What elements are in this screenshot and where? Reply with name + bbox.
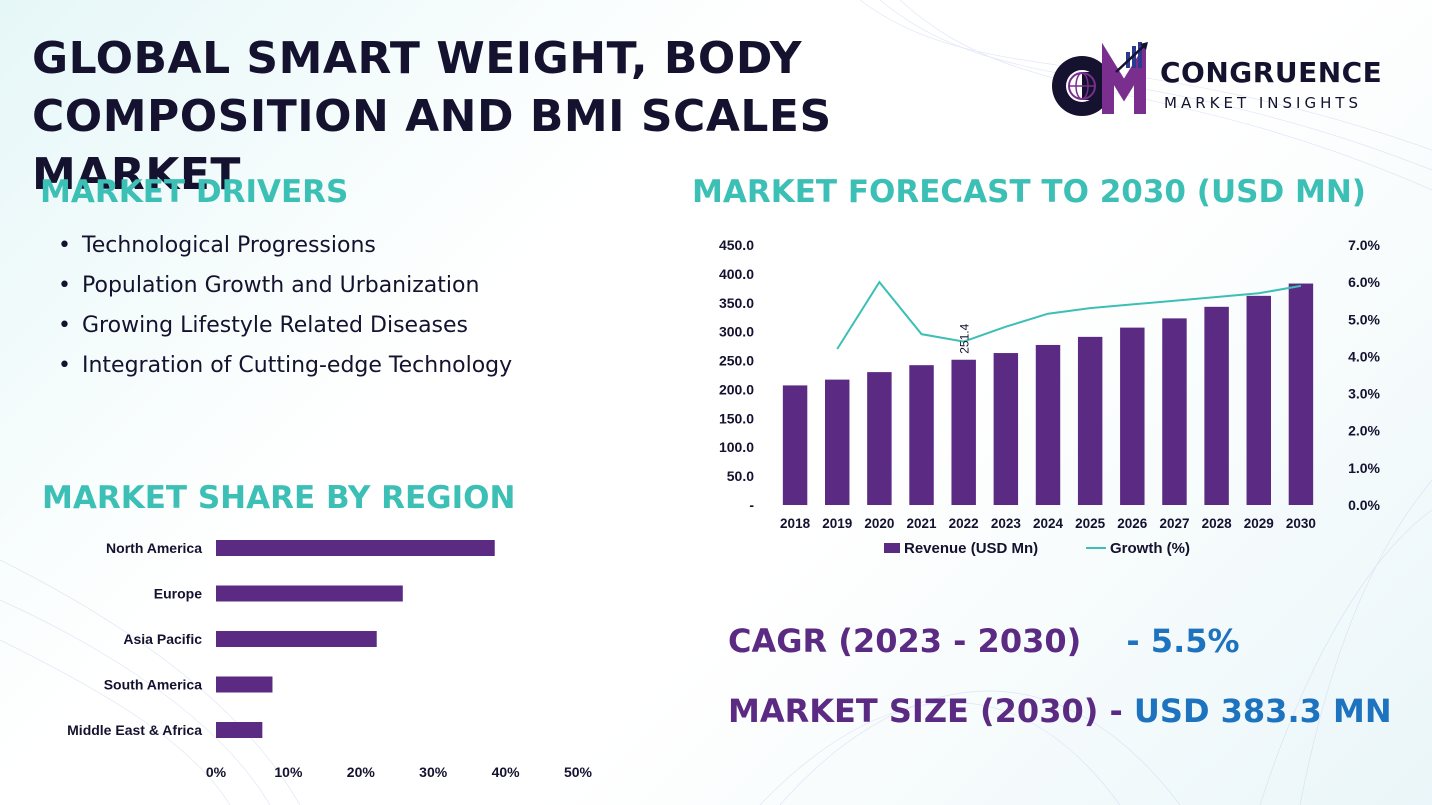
revenue-bar: [993, 353, 1019, 505]
revenue-bar: [1077, 336, 1103, 505]
revenue-bar: [1120, 327, 1145, 505]
y2-tick-label: 7.0%: [1348, 237, 1380, 253]
revenue-bar: [1246, 295, 1271, 505]
y2-tick-label: 0.0%: [1348, 497, 1380, 513]
driver-item: • Population Growth and Urbanization: [58, 273, 480, 298]
y-tick-label: -: [749, 497, 754, 513]
legend-revenue-swatch: [884, 543, 900, 553]
y-tick-label: 250.0: [719, 353, 754, 369]
page-title: GLOBAL SMART WEIGHT, BODY COMPOSITION AN…: [32, 30, 1042, 204]
y-tick-label: 50.0: [727, 468, 754, 484]
market-size-label: MARKET SIZE (2030) -: [728, 692, 1134, 730]
x-tick-label: 2026: [1117, 516, 1148, 531]
drivers-list: • Technological Progressions • Population …: [58, 230, 512, 390]
revenue-bar: [1162, 318, 1187, 505]
logo-tagline: MARKET INSIGHTS: [1164, 94, 1363, 112]
title-line-1: GLOBAL SMART WEIGHT, BODY: [32, 33, 802, 84]
y2-tick-label: 5.0%: [1348, 311, 1380, 327]
market-size-value: USD 383.3 MN: [1133, 692, 1392, 730]
region-label: Europe: [154, 586, 202, 602]
region-label: Middle East & Africa: [67, 722, 202, 738]
region-bar: [216, 540, 495, 556]
region-label: Asia Pacific: [123, 631, 202, 647]
region-bar: [216, 676, 273, 693]
title-line-2: COMPOSITION AND BMI SCALES MARKET: [32, 91, 832, 200]
region-label: South America: [104, 677, 202, 693]
y-tick-label: 100.0: [719, 439, 754, 455]
y-tick-label: 200.0: [719, 381, 754, 397]
x-tick-label: 30%: [419, 764, 448, 780]
forecast-chart: - 50.0 100.0 150.0 200.0 250.0 300.0 350.0 400.0…: [719, 237, 1381, 557]
growth-line: [836, 280, 1302, 350]
x-tick-label: 50%: [564, 764, 593, 780]
x-tick-label: 2028: [1202, 516, 1233, 531]
y-tick-label: 350.0: [719, 295, 754, 311]
region-label: North America: [106, 540, 202, 556]
company-logo: CONGRUENCE MARKET INSIGHTS: [1046, 42, 1396, 122]
x-tick-label: 2023: [991, 516, 1022, 531]
y-tick-label: 300.0: [719, 324, 754, 340]
region-bar: [216, 722, 263, 738]
driver-item: • Growing Lifestyle Related Diseases: [58, 313, 469, 338]
region-share-chart: North America Europe Asia Pacific South Ame…: [67, 540, 593, 780]
revenue-bar: [1204, 306, 1229, 505]
x-tick-label: 10%: [274, 764, 303, 780]
x-tick-label: 2030: [1286, 516, 1316, 531]
x-tick-label: 40%: [492, 764, 521, 780]
y2-tick-label: 3.0%: [1348, 386, 1380, 402]
region-bar: [216, 585, 403, 602]
x-tick-label: 20%: [347, 764, 376, 780]
x-tick-label: 2020: [864, 516, 894, 531]
cagr-value: - 5.5%: [1126, 622, 1240, 660]
revenue-bar: [1035, 344, 1061, 505]
cagr-label: CAGR (2023 - 2030): [728, 622, 1082, 660]
y2-tick-label: 1.0%: [1348, 460, 1380, 476]
y-tick-label: 450.0: [719, 237, 754, 253]
region-bar: [216, 631, 377, 647]
revenue-bar: [867, 372, 892, 505]
legend-revenue-label: Revenue (USD Mn): [904, 540, 1038, 557]
logo-mark-icon: [1052, 42, 1148, 116]
x-tick-label: 2024: [1033, 516, 1064, 531]
y-tick-label: 400.0: [719, 266, 754, 282]
driver-item: • Integration of Cutting-edge Technology: [58, 353, 513, 378]
revenue-bar: [1288, 283, 1314, 505]
x-tick-label: 2029: [1244, 516, 1274, 531]
x-tick-label: 2019: [822, 516, 852, 531]
y-tick-label: 150.0: [719, 410, 754, 426]
revenue-bar: [951, 359, 976, 505]
region-heading: MARKET SHARE BY REGION: [42, 480, 516, 516]
revenue-bar: [825, 379, 850, 505]
driver-item: • Technological Progressions: [58, 233, 376, 258]
x-tick-label: 2025: [1075, 516, 1106, 531]
x-tick-label: 2027: [1159, 516, 1189, 531]
x-tick-label: 0%: [206, 764, 227, 780]
data-label: 251.4: [958, 323, 972, 353]
market-drivers-heading: MARKET DRIVERS: [40, 174, 349, 210]
legend-growth-label: Growth (%): [1110, 540, 1190, 557]
forecast-heading: MARKET FORECAST TO 2030 (USD MN): [692, 174, 1366, 210]
y2-tick-label: 4.0%: [1348, 348, 1380, 364]
market-size-stat: MARKET SIZE (2030) - USD 383.3 MN: [728, 692, 1392, 730]
x-tick-label: 2021: [907, 516, 938, 531]
y2-tick-label: 6.0%: [1348, 274, 1380, 290]
logo-name: CONGRUENCE: [1160, 56, 1383, 89]
cagr-stat: CAGR (2023 - 2030) - 5.5%: [728, 622, 1240, 660]
y2-tick-label: 2.0%: [1348, 423, 1380, 439]
revenue-bar: [909, 365, 934, 505]
revenue-bar: [782, 385, 808, 505]
x-tick-label: 2018: [780, 516, 811, 531]
x-tick-label: 2022: [949, 516, 979, 531]
